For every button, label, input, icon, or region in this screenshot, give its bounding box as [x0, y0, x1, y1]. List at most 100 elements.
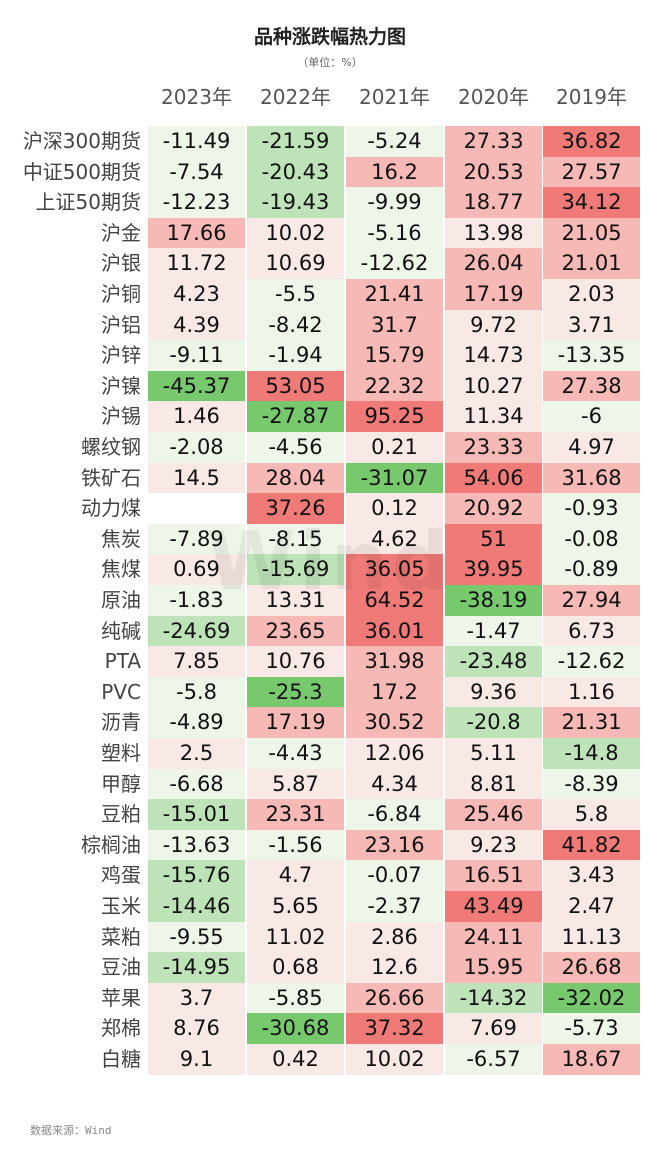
heatmap-cell [148, 493, 245, 524]
heatmap-cell: 18.77 [445, 187, 542, 218]
heatmap-cell: 2.47 [543, 891, 640, 922]
heatmap-cell: -9.11 [148, 340, 245, 371]
heatmap-cell: 9.1 [148, 1044, 245, 1075]
heatmap-cell: 27.33 [445, 126, 542, 157]
heatmap-cell: 30.52 [346, 707, 443, 738]
heatmap-cell: 36.05 [346, 554, 443, 585]
heatmap-cell: 20.92 [445, 493, 542, 524]
heatmap-cell: 36.01 [346, 615, 443, 647]
row-label: 甲醇 [101, 771, 141, 796]
heatmap-cell: -0.08 [543, 523, 640, 555]
heatmap-cell: -13.63 [148, 829, 245, 861]
heatmap-cell: 17.19 [247, 707, 344, 738]
heatmap-cell: 4.97 [543, 432, 640, 463]
heatmap-cell: -0.89 [543, 554, 640, 585]
heatmap-cell: 11.13 [543, 921, 640, 953]
column-header: 2021年 [359, 85, 430, 109]
heatmap-cell: -1.47 [445, 615, 542, 647]
heatmap-cell: 17.19 [445, 279, 542, 310]
heatmap-cell: 10.02 [247, 217, 344, 249]
heatmap-cell: -4.43 [247, 738, 344, 769]
heatmap-cell: 28.04 [247, 462, 344, 494]
row-label: 塑料 [101, 741, 141, 765]
heatmap-cell: 9.23 [445, 829, 542, 861]
row-label: 纯碱 [101, 618, 141, 643]
heatmap-cell: 53.05 [247, 370, 344, 402]
heatmap-cell: 11.02 [247, 921, 344, 953]
row-label: 螺纹钢 [81, 435, 141, 459]
heatmap-cell: 39.95 [445, 554, 542, 585]
heatmap-cell: 16.51 [445, 860, 542, 891]
heatmap-cell: -6 [543, 401, 640, 432]
heatmap-cell: 21.41 [346, 279, 443, 310]
heatmap-cell: 51 [445, 523, 542, 555]
heatmap-cell: -8.42 [247, 309, 344, 341]
heatmap-cell: 4.34 [346, 768, 443, 800]
heatmap-cell: -24.69 [148, 615, 245, 647]
heatmap-cell: -14.8 [543, 738, 640, 769]
heatmap-cell: -5.5 [247, 279, 344, 310]
heatmap-cell: 12.6 [346, 952, 443, 983]
heatmap-cell: -6.84 [346, 799, 443, 830]
heatmap-cell: 27.57 [543, 156, 640, 188]
heatmap-cell: 36.82 [543, 126, 640, 157]
heatmap-cell: -7.54 [148, 156, 245, 188]
heatmap-cell: 27.38 [543, 370, 640, 402]
heatmap-cell: 5.87 [247, 768, 344, 800]
row-label: 动力煤 [81, 496, 141, 521]
heatmap-cell: 41.82 [543, 829, 640, 861]
heatmap-cell: -27.87 [247, 401, 344, 432]
heatmap-cell: -11.49 [148, 126, 245, 157]
row-label: 菜粕 [101, 924, 141, 949]
heatmap-cell: 5.65 [247, 891, 344, 922]
heatmap-cell: 27.94 [543, 585, 640, 616]
heatmap-cell: 37.32 [346, 1013, 443, 1044]
heatmap-cell: 14.5 [148, 462, 245, 494]
row-label: 沪铜 [101, 282, 141, 306]
row-label: 沪锌 [101, 343, 141, 368]
heatmap-cell: -12.62 [346, 248, 443, 279]
row-label: 焦煤 [101, 557, 141, 582]
heatmap-cell: -5.85 [247, 982, 344, 1014]
heatmap-cell: 16.2 [346, 156, 443, 188]
heatmap-cell: 0.42 [247, 1044, 344, 1075]
heatmap-cell: 15.95 [445, 952, 542, 983]
heatmap-cell: 24.11 [445, 921, 542, 953]
heatmap-cell: -8.15 [247, 523, 344, 555]
heatmap-cell: 31.68 [543, 462, 640, 494]
heatmap-cell: 43.49 [445, 891, 542, 922]
heatmap-cell: 22.32 [346, 370, 443, 402]
heatmap-cell: 31.98 [346, 646, 443, 677]
heatmap-cell: 14.73 [445, 340, 542, 371]
heatmap-cell: 5.11 [445, 738, 542, 769]
row-label: 焦炭 [101, 526, 141, 551]
heatmap-cell: -12.23 [148, 187, 245, 218]
heatmap-cell: -1.56 [247, 829, 344, 861]
heatmap-cell: -0.93 [543, 493, 640, 524]
heatmap-cell: 3.71 [543, 309, 640, 341]
heatmap-cell: 4.7 [247, 860, 344, 891]
heatmap-cell: -23.48 [445, 646, 542, 677]
heatmap-cell: 25.46 [445, 799, 542, 830]
heatmap-cell: 26.04 [445, 248, 542, 279]
heatmap-cell: 95.25 [346, 401, 443, 432]
heatmap-cell: 2.03 [543, 279, 640, 310]
heatmap-cell: 13.31 [247, 585, 344, 616]
heatmap-cell: 0.69 [148, 554, 245, 585]
heatmap-cell: 23.33 [445, 432, 542, 463]
heatmap-cell: -20.8 [445, 707, 542, 738]
heatmap-cell: 0.68 [247, 952, 344, 983]
heatmap-cell: 21.01 [543, 248, 640, 279]
unit-label: （单位：%） [297, 56, 363, 69]
heatmap-cell: 3.43 [543, 860, 640, 891]
heatmap-cell: -12.62 [543, 646, 640, 677]
heatmap-cell: -31.07 [346, 462, 443, 494]
heatmap-cell: -13.35 [543, 340, 640, 371]
row-label: PVC [101, 679, 141, 704]
heatmap-cell: 37.26 [247, 493, 344, 524]
heatmap-cell: 23.16 [346, 829, 443, 861]
row-label: 豆粕 [101, 802, 141, 827]
heatmap-cell: -4.56 [247, 432, 344, 463]
heatmap-cell: 1.46 [148, 401, 245, 432]
heatmap-cell: 10.69 [247, 248, 344, 279]
